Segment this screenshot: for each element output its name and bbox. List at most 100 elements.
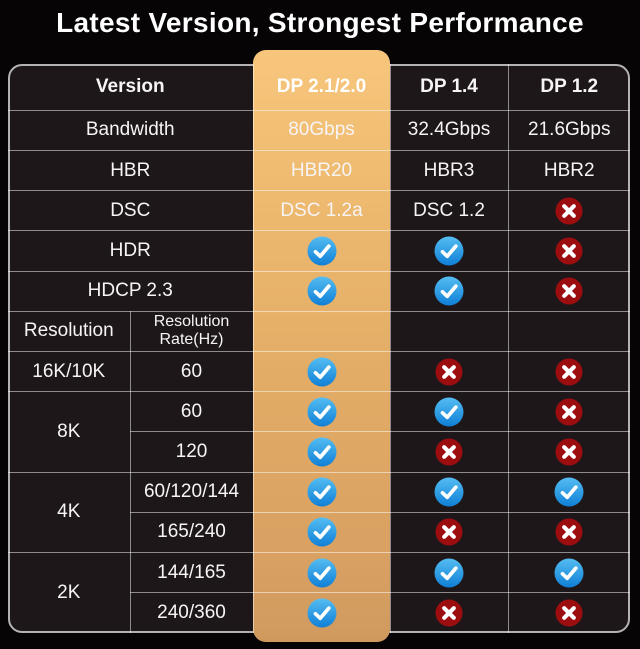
table-row: 165/240 xyxy=(8,511,630,553)
resolution-label: 8K xyxy=(8,391,131,473)
resolution-label: 16K/10K xyxy=(8,350,131,393)
dp21-value xyxy=(252,350,391,393)
comparison-table: Version DP 2.1/2.0 DP 1.4 DP 1.2 Bandwid… xyxy=(8,64,630,633)
table-header-row: Version DP 2.1/2.0 DP 1.4 DP 1.2 xyxy=(8,64,630,111)
dp14-value: 32.4Gbps xyxy=(389,109,509,151)
dp21-value xyxy=(252,310,391,352)
resolution-label: 4K xyxy=(8,471,131,553)
dp21-value: DSC 1.2a xyxy=(252,190,391,232)
dp12-value xyxy=(507,391,630,433)
check-icon xyxy=(307,517,336,547)
dp12-value xyxy=(507,592,630,633)
dp14-value xyxy=(389,511,509,553)
table-row: 8K 60 xyxy=(8,391,630,473)
dp14-value xyxy=(389,471,509,513)
resolution-subheader-row: Resolution Resolution Rate(Hz) xyxy=(8,310,630,352)
dp12-column-header: DP 1.2 xyxy=(507,64,630,111)
dp21-value xyxy=(252,551,391,594)
dp21-value: 80Gbps xyxy=(252,109,391,151)
rate-value: 60/120/144 xyxy=(129,471,254,513)
dp21-value xyxy=(252,270,391,312)
cross-icon xyxy=(435,438,463,466)
dp21-value xyxy=(252,592,391,633)
row-label: DSC xyxy=(8,190,254,232)
page-title: Latest Version, Strongest Performance xyxy=(56,7,584,38)
dp14-value xyxy=(389,350,509,393)
dp12-value: HBR2 xyxy=(507,149,630,192)
row-label: HBR xyxy=(8,149,254,192)
dp21-column-header: DP 2.1/2.0 xyxy=(252,64,391,111)
table-row: HDR xyxy=(8,230,630,272)
cross-icon xyxy=(435,599,463,627)
resolution-label: 2K xyxy=(8,551,131,633)
rate-value: 60 xyxy=(129,391,254,433)
table-row: 240/360 xyxy=(8,592,630,633)
cross-icon xyxy=(555,438,583,466)
version-column-header: Version xyxy=(8,64,254,111)
table-row: HBR HBR20 HBR3 HBR2 xyxy=(8,149,630,192)
dp14-value xyxy=(389,431,509,473)
dp12-value xyxy=(507,270,630,312)
cross-icon xyxy=(555,358,583,386)
table-row: DSC DSC 1.2a DSC 1.2 xyxy=(8,190,630,232)
dp14-value: DSC 1.2 xyxy=(389,190,509,232)
check-icon xyxy=(307,477,336,507)
check-icon xyxy=(307,276,336,306)
dp12-value xyxy=(507,431,630,473)
rate-value: 144/165 xyxy=(129,551,254,594)
dp21-value xyxy=(252,471,391,513)
row-label: HDR xyxy=(8,230,254,272)
check-icon xyxy=(434,397,464,427)
dp21-value xyxy=(252,391,391,433)
check-icon xyxy=(434,477,464,507)
check-icon xyxy=(307,357,336,387)
table-row: 2K 144/165 xyxy=(8,551,630,633)
cross-icon xyxy=(555,599,583,627)
check-icon xyxy=(554,558,584,588)
cross-icon xyxy=(435,358,463,386)
dp12-value: 21.6Gbps xyxy=(507,109,630,151)
cross-icon xyxy=(555,237,583,265)
dp21-value xyxy=(252,230,391,272)
check-icon xyxy=(307,558,336,588)
check-icon xyxy=(434,276,464,306)
dp12-value xyxy=(507,310,630,352)
cross-icon xyxy=(555,197,583,225)
check-icon xyxy=(307,598,336,628)
row-label: HDCP 2.3 xyxy=(8,270,254,312)
dp12-value xyxy=(507,190,630,232)
cross-icon xyxy=(555,277,583,305)
check-icon xyxy=(307,397,336,427)
cross-icon xyxy=(555,398,583,426)
resolution-subheader: Resolution xyxy=(8,310,131,352)
table-row: 16K/10K 60 xyxy=(8,350,630,393)
dp14-value xyxy=(389,270,509,312)
check-icon xyxy=(554,477,584,507)
dp14-value xyxy=(389,391,509,433)
rate-value: 60 xyxy=(129,350,254,393)
rate-value: 120 xyxy=(130,431,254,473)
dp14-value xyxy=(389,310,509,352)
table-row: 4K 60/120/144 xyxy=(8,471,630,553)
dp21-value xyxy=(252,431,391,473)
check-icon xyxy=(434,236,464,266)
row-label: Bandwidth xyxy=(8,109,254,151)
table-row: Bandwidth 80Gbps 32.4Gbps 21.6Gbps xyxy=(8,109,630,151)
rate-value: 240/360 xyxy=(130,592,254,633)
cross-icon xyxy=(435,518,463,546)
dp14-value xyxy=(389,551,509,594)
dp12-value xyxy=(507,511,630,553)
dp12-value xyxy=(507,230,630,272)
dp14-column-header: DP 1.4 xyxy=(389,64,509,111)
check-icon xyxy=(307,236,336,266)
check-icon xyxy=(434,558,464,588)
rate-value: 165/240 xyxy=(130,511,254,553)
cross-icon xyxy=(555,518,583,546)
check-icon xyxy=(307,437,336,467)
table-row: HDCP 2.3 xyxy=(8,270,630,312)
dp12-value xyxy=(507,350,630,393)
dp14-value: HBR3 xyxy=(389,149,509,192)
dp12-value xyxy=(507,551,630,594)
dp21-value xyxy=(252,511,391,553)
